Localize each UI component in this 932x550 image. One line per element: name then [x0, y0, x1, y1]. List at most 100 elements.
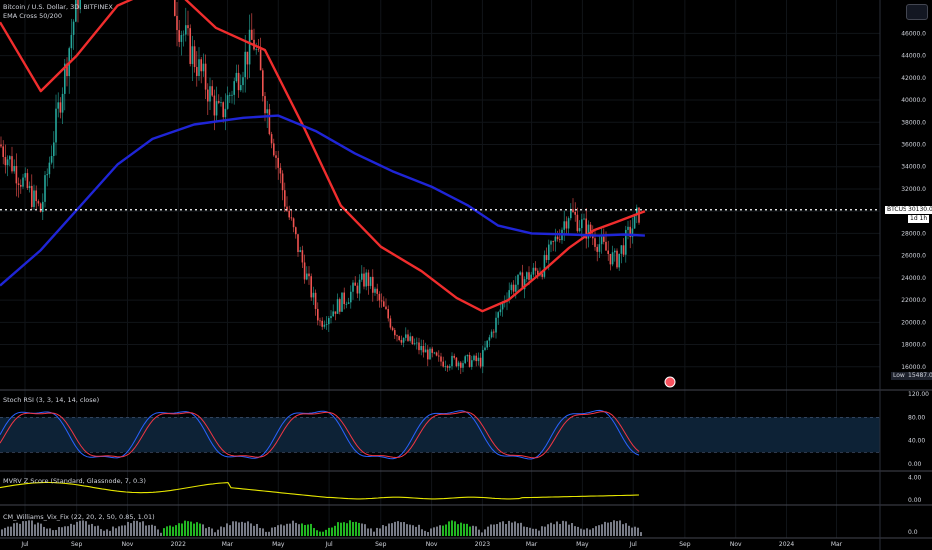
candle-body	[213, 95, 216, 116]
candle-body	[26, 173, 29, 189]
vix-bar	[436, 526, 438, 536]
candle-body	[578, 228, 581, 232]
vix-bar	[196, 522, 198, 536]
vix-bar	[277, 525, 279, 536]
vix-bar	[160, 532, 162, 536]
vix-bar	[466, 523, 468, 536]
candle-body	[182, 34, 185, 36]
vix-bar	[169, 525, 171, 536]
candle-body	[352, 282, 354, 292]
candle-body	[290, 217, 293, 219]
time-tick-label: Jul	[20, 541, 29, 548]
candle-body	[402, 337, 405, 343]
vix-bar	[565, 521, 567, 536]
vix-bar	[463, 523, 465, 536]
candle-body	[259, 49, 262, 71]
candle-body	[592, 235, 594, 239]
candle-body	[587, 224, 590, 239]
mvrv-label[interactable]: MVRV Z Score (Standard, Glassnode, 7, 0.…	[3, 477, 146, 485]
candle-body	[226, 95, 229, 109]
candle-body	[44, 175, 46, 202]
candle-body	[281, 173, 284, 191]
candle-body	[306, 273, 308, 280]
vix-bar	[151, 524, 153, 536]
candle-body	[389, 318, 392, 328]
stoch-rsi-pane: 120.00 80.00 40.00 0.00	[0, 391, 929, 468]
ema-indicator-label[interactable]: EMA Cross 50/200	[3, 12, 62, 20]
time-tick-label: Mar	[526, 541, 538, 548]
candle-body	[455, 357, 458, 367]
candle-body	[633, 214, 636, 229]
vix-bar	[508, 520, 510, 536]
candle-body	[332, 311, 334, 317]
candle-body	[396, 335, 398, 337]
vix-bar	[319, 531, 321, 536]
candle-body	[563, 221, 565, 230]
candle-body	[543, 254, 546, 277]
vix-bar	[409, 524, 411, 536]
vix-bar	[205, 528, 207, 536]
candle-body	[13, 166, 15, 172]
vix-bar	[517, 523, 519, 536]
vix-bar	[343, 522, 345, 536]
vix-bar	[166, 526, 168, 536]
vix-bar	[457, 524, 459, 536]
candle-body	[422, 345, 425, 353]
candle-body	[28, 185, 31, 189]
vix-bar	[127, 521, 129, 536]
candle-body	[255, 49, 257, 51]
candle-body	[499, 309, 502, 313]
vix-bar	[82, 520, 84, 536]
time-tick-label: 2022	[171, 541, 186, 548]
vix-bar	[118, 526, 120, 536]
candle-body	[453, 355, 455, 358]
vix-bar	[226, 523, 228, 536]
vix-bar	[43, 526, 45, 536]
vix-bar	[262, 528, 264, 536]
vix-bar	[190, 521, 192, 536]
candle-body	[559, 239, 561, 241]
candle-body	[270, 134, 273, 144]
vix-bar	[544, 526, 546, 536]
vix-bar	[637, 527, 639, 536]
vix-bar	[283, 525, 285, 536]
vix-bar	[391, 523, 393, 536]
vix-bar	[259, 527, 261, 536]
vix-bar	[394, 521, 396, 536]
vix-bar	[607, 522, 609, 536]
vix-bar	[1, 529, 3, 536]
candle-body	[438, 355, 440, 357]
vix-bar	[28, 520, 30, 536]
vix-bar	[445, 524, 447, 536]
candle-body	[429, 348, 431, 360]
candle-body	[380, 300, 383, 302]
vix-bar	[250, 523, 252, 536]
vix-bar	[13, 523, 15, 536]
vix-fix-label[interactable]: CM_Williams_Vix_Fix (22, 20, 2, 50, 0.85…	[3, 513, 155, 521]
vix-bar	[37, 522, 39, 536]
vix-bar	[334, 525, 336, 536]
stoch-rsi-label[interactable]: Stoch RSI (3, 3, 14, 14, close)	[3, 396, 100, 404]
vix-bar	[478, 529, 480, 536]
candle-body	[614, 250, 616, 253]
price-tick-label: 38000.0	[901, 119, 926, 126]
candle-body	[361, 273, 363, 280]
candle-body	[609, 253, 612, 265]
vix-bar	[616, 521, 618, 536]
settings-button[interactable]	[906, 4, 928, 20]
event-marker-icon	[664, 376, 676, 388]
time-tick-label: Sep	[71, 541, 83, 548]
candle-body	[233, 81, 235, 95]
vix-bar	[490, 524, 492, 536]
candle-body	[4, 156, 7, 166]
candle-body	[622, 245, 625, 255]
candle-body	[209, 86, 211, 102]
price-axis: 16000.0 18000.0 20000.0 22000.0 24000.0 26000…	[901, 30, 926, 370]
candle-body	[440, 356, 442, 362]
candle-body	[585, 218, 587, 239]
countdown-tag: 1d 1h	[908, 215, 930, 223]
candle-body	[72, 21, 75, 35]
time-tick-label: Jul	[629, 541, 638, 548]
candle-body	[400, 340, 403, 343]
